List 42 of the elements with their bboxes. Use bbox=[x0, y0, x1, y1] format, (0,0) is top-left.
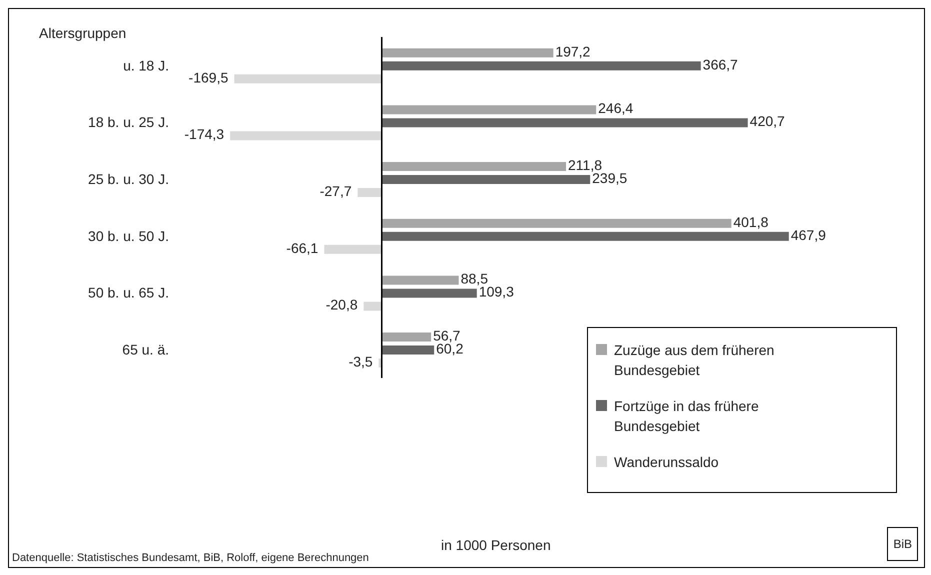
data-label: -27,7 bbox=[320, 183, 352, 200]
bar bbox=[382, 105, 596, 114]
bar bbox=[382, 118, 748, 128]
data-label: -20,8 bbox=[326, 296, 358, 313]
bar bbox=[234, 74, 382, 84]
data-label: -174,3 bbox=[184, 126, 224, 142]
legend-label: Wanderunssaldo bbox=[614, 453, 720, 472]
bar bbox=[382, 218, 732, 228]
y-tick-label: u. 18 J. bbox=[123, 57, 169, 74]
bar bbox=[382, 48, 554, 58]
text: in 1000 Personen bbox=[441, 537, 551, 553]
bar bbox=[382, 232, 789, 241]
bar bbox=[382, 288, 477, 298]
bar bbox=[382, 162, 566, 172]
legend-label: Zuzüge aus dem früheren Bundesgebiet bbox=[614, 341, 776, 380]
bar bbox=[358, 188, 382, 198]
y-tick-label: 30 b. u. 50 J. bbox=[88, 228, 169, 244]
data-label: 401,8 bbox=[733, 214, 769, 230]
legend-label: Fortzüge in das frühere Bundesgebiet bbox=[614, 397, 760, 436]
bar bbox=[382, 346, 434, 355]
text: BiB bbox=[887, 527, 918, 561]
y-tick-label: 18 b. u. 25 J. bbox=[88, 114, 169, 130]
data-label: 246,4 bbox=[598, 100, 634, 116]
data-label: 420,7 bbox=[750, 113, 786, 130]
y-tick-label: 50 b. u. 65 J. bbox=[88, 284, 169, 301]
data-label: -3,5 bbox=[348, 354, 373, 370]
y-tick-label: 25 b. u. 30 J. bbox=[88, 171, 169, 188]
data-label: 197,2 bbox=[555, 43, 591, 60]
bar bbox=[364, 302, 382, 311]
y-tick-label: 65 u. ä. bbox=[122, 342, 169, 358]
text: Datenquelle: Statistisches Bundesamt, BiB, Roloff, eigene Berechnungen bbox=[12, 552, 369, 564]
y-axis-title: Altersgruppen bbox=[39, 25, 126, 41]
bar bbox=[382, 332, 432, 342]
bar bbox=[382, 175, 590, 184]
bar bbox=[230, 131, 382, 140]
data-label: -169,5 bbox=[188, 69, 228, 86]
data-label: 366,7 bbox=[702, 56, 738, 72]
data-label: 467,9 bbox=[790, 226, 826, 243]
data-label: -66,1 bbox=[286, 240, 318, 256]
bar bbox=[382, 276, 459, 285]
bar bbox=[382, 61, 701, 70]
bar bbox=[324, 244, 382, 254]
